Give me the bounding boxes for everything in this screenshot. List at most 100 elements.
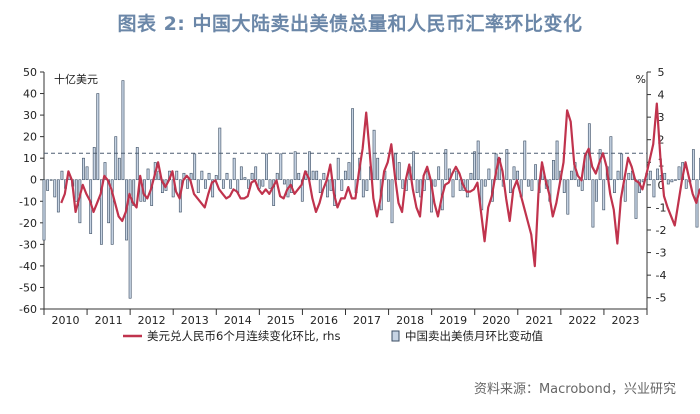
- bar: [204, 179, 207, 189]
- bar: [627, 172, 631, 181]
- bar: [602, 179, 606, 211]
- bar: [555, 140, 559, 181]
- bar: [254, 166, 258, 181]
- bar: [200, 170, 204, 181]
- bar: [473, 151, 476, 181]
- bar: [674, 179, 677, 181]
- bar: [268, 179, 272, 189]
- left-tick-label: -20: [19, 217, 37, 230]
- bar: [401, 179, 405, 189]
- bar: [85, 166, 89, 181]
- bar: [458, 179, 462, 191]
- bar: [46, 179, 50, 191]
- bar: [128, 179, 132, 299]
- bar: [652, 179, 656, 198]
- bar: [135, 147, 139, 181]
- bar: [318, 179, 322, 193]
- bar: [247, 179, 250, 189]
- bar: [42, 179, 46, 241]
- x-tick-label: 2014: [224, 314, 252, 327]
- bar: [451, 179, 455, 198]
- legend-line-label: 美元兑人民币6个月连续变化环比, rhs: [147, 329, 340, 343]
- x-tick-label: 2016: [310, 314, 338, 327]
- bar: [376, 157, 380, 181]
- right-tick-label: 5: [658, 66, 665, 79]
- bar: [509, 179, 512, 193]
- bar: [691, 149, 695, 181]
- bar: [146, 168, 150, 181]
- left-tick-label: 0: [30, 174, 37, 187]
- bar: [483, 179, 487, 187]
- bar: [336, 157, 340, 181]
- bar: [275, 172, 279, 181]
- bar: [613, 179, 616, 193]
- bar: [110, 179, 114, 245]
- x-tick-label: 2023: [611, 314, 639, 327]
- bar: [566, 179, 570, 215]
- bar: [229, 179, 232, 189]
- source-note: 资料来源：Macrobond，兴业研究: [473, 382, 676, 397]
- right-tick-label: 3: [658, 111, 665, 124]
- right-tick-label: 2: [658, 134, 665, 147]
- bar: [620, 153, 624, 181]
- left-tick-label: 40: [23, 88, 37, 101]
- bar: [308, 151, 311, 181]
- left-tick-label: 30: [23, 109, 37, 122]
- left-tick-label: 10: [23, 152, 37, 165]
- left-tick-label: -10: [19, 195, 37, 208]
- bar: [56, 179, 60, 213]
- x-tick-label: 2012: [138, 314, 166, 327]
- bar: [121, 80, 125, 181]
- bar: [272, 179, 276, 206]
- bar: [82, 157, 85, 181]
- bar: [361, 179, 365, 198]
- bar: [343, 170, 347, 181]
- bar: [530, 179, 534, 191]
- bar: [666, 179, 670, 185]
- bar: [397, 162, 401, 181]
- left-tick-label: 50: [23, 66, 37, 79]
- bar: [512, 166, 516, 181]
- bar: [225, 172, 229, 181]
- bar: [487, 168, 491, 181]
- bar: [99, 179, 103, 245]
- bar: [265, 153, 268, 181]
- bar: [476, 140, 480, 181]
- left-tick-label: -50: [19, 281, 37, 294]
- bar: [562, 179, 566, 193]
- bar: [49, 179, 53, 181]
- x-tick-label: 2011: [95, 314, 123, 327]
- bar: [239, 166, 243, 181]
- bar: [117, 157, 121, 181]
- bar: [279, 153, 283, 181]
- bar: [74, 179, 78, 202]
- x-tick-label: 2010: [52, 314, 80, 327]
- bar: [214, 175, 218, 181]
- bar: [591, 179, 595, 228]
- bar: [261, 179, 265, 187]
- bar: [322, 172, 326, 181]
- bar: [465, 179, 469, 198]
- bar: [282, 179, 286, 185]
- left-tick-label: -60: [19, 303, 37, 316]
- bar: [526, 179, 530, 187]
- bar: [469, 172, 473, 181]
- legend-bar-label: 中国卖出美债月环比变动值: [405, 329, 543, 343]
- bar: [218, 127, 222, 181]
- bar: [390, 179, 394, 224]
- bar: [437, 166, 441, 181]
- x-tick-label: 2022: [568, 314, 596, 327]
- bar: [505, 149, 509, 181]
- bar: [365, 179, 369, 191]
- bar: [114, 136, 118, 181]
- bar: [663, 172, 667, 181]
- bar: [92, 147, 96, 181]
- bar: [207, 172, 211, 181]
- bar: [232, 157, 236, 181]
- bar: [53, 179, 57, 198]
- bar: [297, 172, 301, 181]
- bar: [616, 170, 620, 181]
- bar: [412, 151, 415, 181]
- right-tick-label: 4: [658, 89, 665, 102]
